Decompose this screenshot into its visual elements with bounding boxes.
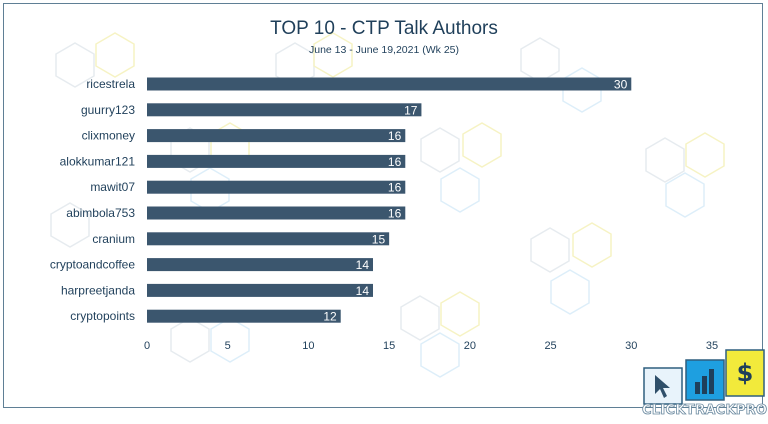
category-label: alokkumar121 [60, 154, 136, 168]
svg-text:$: $ [737, 359, 754, 387]
category-label: ricestrela [86, 77, 135, 91]
category-label: abimbola753 [66, 206, 135, 220]
category-label: cryptopoints [70, 309, 135, 323]
data-label: 16 [388, 155, 402, 169]
bar [147, 206, 406, 220]
data-label: 15 [372, 232, 386, 246]
chart-subtitle: June 13 - June 19,2021 (Wk 25) [308, 44, 459, 56]
x-tick-label: 35 [706, 340, 718, 352]
data-label: 17 [404, 103, 418, 117]
chart-frame [3, 3, 763, 408]
bar [147, 309, 341, 323]
x-tick-label: 15 [383, 340, 395, 352]
category-label: cranium [92, 232, 135, 246]
bar [147, 283, 373, 297]
data-label: 16 [388, 129, 402, 143]
bar [147, 77, 632, 91]
category-label: harpreetjanda [61, 283, 135, 297]
bar [147, 232, 390, 246]
bar [147, 154, 406, 168]
category-label: cryptoandcoffee [50, 258, 135, 272]
bar [147, 180, 406, 194]
x-tick-label: 10 [302, 340, 314, 352]
clicktrackprofit-logo: $ [643, 349, 765, 405]
logo-text: CLICKTRACKPROFIT [642, 403, 768, 419]
cursor-icon [643, 367, 683, 405]
data-label: 30 [614, 78, 628, 92]
data-label: 16 [388, 207, 402, 221]
x-tick-label: 5 [225, 340, 231, 352]
bar-chart-icon [685, 359, 725, 401]
bar [147, 258, 373, 272]
data-label: 16 [388, 181, 402, 195]
category-label: mawit07 [90, 180, 135, 194]
x-tick-label: 30 [625, 340, 637, 352]
x-tick-label: 0 [144, 340, 150, 352]
bar [147, 129, 406, 143]
category-label: clixmoney [82, 129, 135, 143]
dollar-icon: $ [725, 349, 765, 397]
category-label: guurry123 [81, 103, 135, 117]
chart-title: TOP 10 - CTP Talk Authors [270, 18, 498, 39]
data-label: 12 [323, 310, 337, 324]
x-tick-label: 20 [464, 340, 476, 352]
x-tick-label: 25 [544, 340, 556, 352]
data-label: 14 [356, 258, 370, 272]
bar [147, 103, 422, 117]
data-label: 14 [356, 284, 370, 298]
